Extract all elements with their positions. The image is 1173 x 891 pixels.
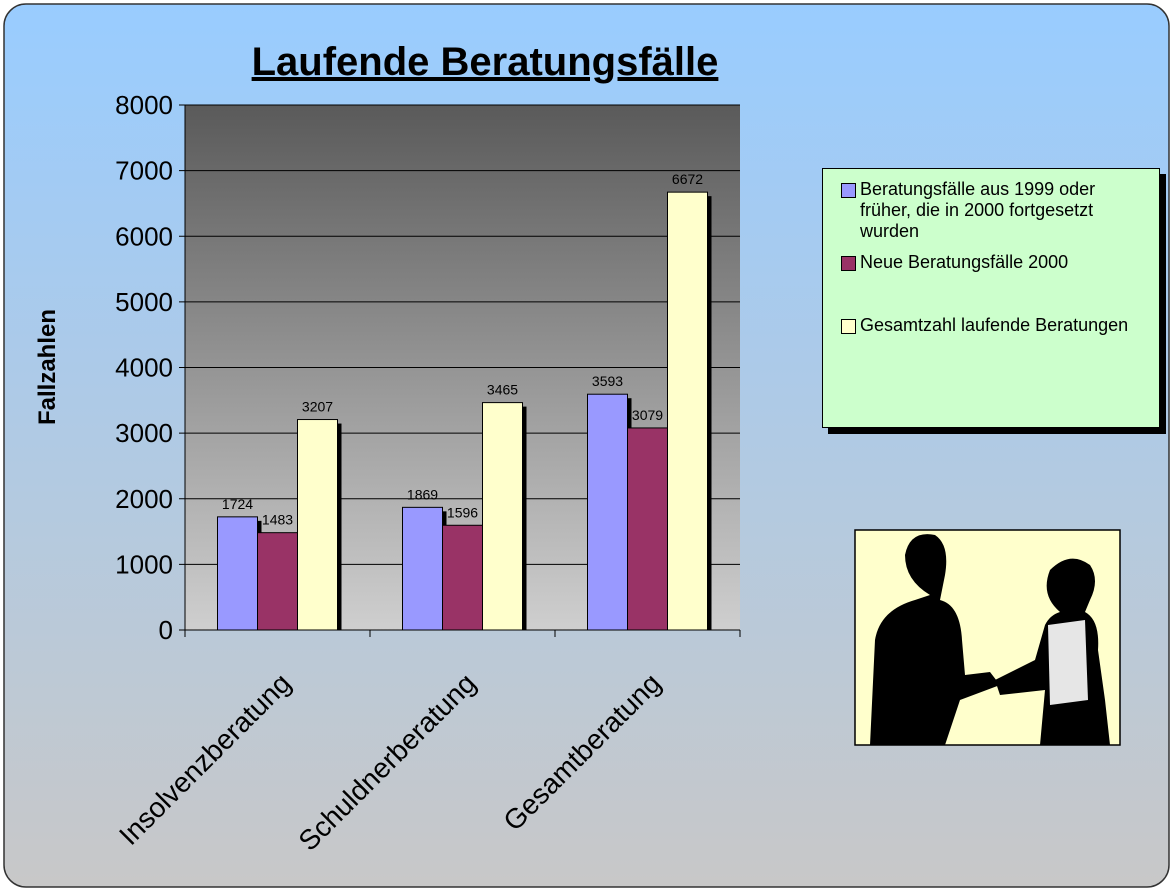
bar [258,533,298,630]
legend-entry: Neue Beratungsfälle 2000 [841,252,1147,273]
legend-label: Beratungsfälle aus 1999 oder früher, die… [860,179,1147,242]
legend-label: Neue Beratungsfälle 2000 [860,252,1068,273]
bar [628,428,668,630]
value-label: 6672 [672,171,703,187]
legend: Beratungsfälle aus 1999 oder früher, die… [822,168,1160,428]
y-tick-label: 5000 [115,287,173,317]
bar [668,192,708,630]
bar [298,420,338,630]
value-label: 1483 [262,512,293,528]
y-axis-label: Fallzahlen [34,309,61,425]
bar [443,525,483,630]
bar [218,517,258,630]
bar [588,394,628,630]
legend-entry: Beratungsfälle aus 1999 oder früher, die… [841,179,1147,242]
clip-art [855,530,1120,745]
y-tick-label: 7000 [115,156,173,186]
value-label: 1596 [447,504,478,520]
value-label: 3207 [302,399,333,415]
value-label: 3593 [592,373,623,389]
chart-title: Laufende Beratungsfälle [252,40,719,84]
bar [483,403,523,630]
y-tick-label: 8000 [115,90,173,120]
legend-swatch [841,319,856,334]
y-tick-label: 3000 [115,418,173,448]
value-label: 1724 [222,496,253,512]
legend-entry: Gesamtzahl laufende Beratungen [841,315,1147,336]
legend-swatch [841,183,856,198]
y-tick-label: 6000 [115,221,173,251]
bar [403,507,443,630]
y-tick-label: 4000 [115,353,173,383]
value-label: 3079 [632,407,663,423]
legend-label: Gesamtzahl laufende Beratungen [860,315,1128,336]
y-tick-label: 1000 [115,549,173,579]
value-label: 3465 [487,382,518,398]
value-label: 1869 [407,486,438,502]
y-tick-label: 0 [159,615,173,645]
page: Laufende Beratungsfälle Fallzahlen 0 1000… [0,0,1173,891]
y-tick-label: 2000 [115,484,173,514]
legend-swatch [841,256,856,271]
chart: Laufende Beratungsfälle Fallzahlen 0 1000… [0,0,1173,891]
